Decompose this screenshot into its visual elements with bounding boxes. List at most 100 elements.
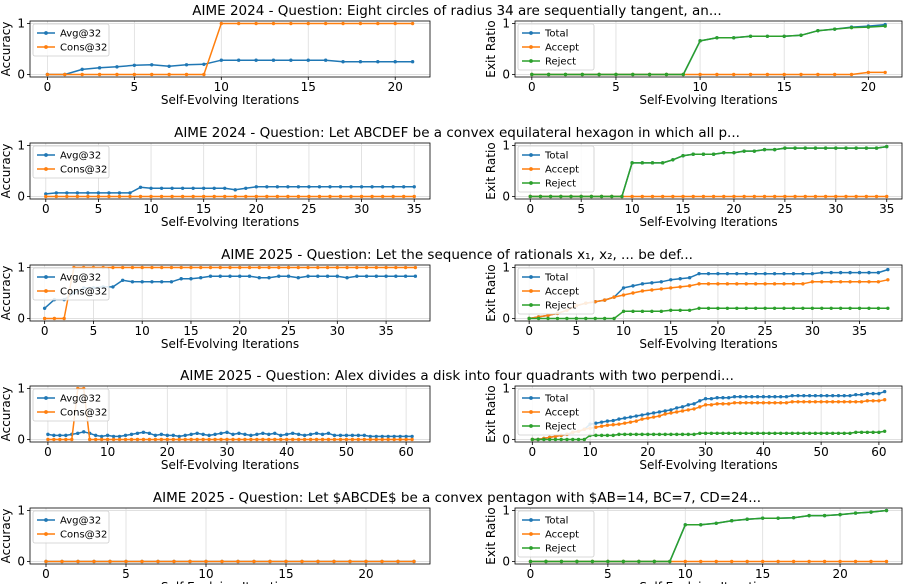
- y-axis-label: Accuracy: [0, 387, 13, 442]
- data-point: [869, 510, 873, 514]
- data-point: [559, 437, 563, 442]
- data-point: [730, 519, 734, 523]
- data-point: [784, 401, 789, 405]
- data-point: [307, 185, 311, 189]
- data-point: [709, 397, 714, 401]
- data-point: [338, 194, 343, 199]
- data-point: [877, 399, 881, 403]
- subplot-1-0: 0 5 10 15 20 25 30 35 0 1 Self-Evolving Iterations…: [0, 139, 431, 229]
- data-point: [651, 411, 656, 415]
- legend-box: [32, 388, 110, 422]
- data-point: [838, 512, 842, 517]
- data-point: [271, 58, 276, 62]
- row-title: AIME 2025 - Question: Alex divides a dis…: [180, 368, 734, 384]
- data-point: [410, 21, 415, 26]
- data-point: [640, 289, 645, 293]
- data-point: [687, 276, 692, 280]
- legend: Avg@32 Cons@32: [32, 388, 110, 422]
- data-point: [147, 437, 152, 442]
- data-point: [565, 316, 569, 321]
- data-point: [773, 431, 777, 436]
- data-point: [651, 432, 656, 437]
- data-point: [823, 194, 828, 199]
- data-point: [231, 437, 235, 442]
- data-point: [678, 308, 682, 313]
- data-point: [236, 21, 241, 26]
- legend-marker: [529, 546, 533, 550]
- data-point: [703, 431, 708, 436]
- data-point: [706, 306, 711, 310]
- x-tick-label: 0: [526, 202, 534, 216]
- data-point: [699, 523, 703, 527]
- x-tick-label: 10: [214, 80, 229, 94]
- data-point: [350, 433, 355, 438]
- data-point: [848, 431, 852, 436]
- data-point: [169, 265, 174, 270]
- data-point: [401, 185, 406, 189]
- data-point: [761, 394, 766, 399]
- data-point: [243, 432, 247, 437]
- data-point: [791, 271, 796, 276]
- data-point: [236, 559, 240, 564]
- data-point: [286, 265, 291, 270]
- y-tick-label: 0: [17, 432, 25, 446]
- data-point: [184, 72, 189, 77]
- data-point: [189, 277, 193, 281]
- data-point: [854, 400, 858, 404]
- data-point: [412, 185, 416, 189]
- data-point: [772, 271, 777, 276]
- data-point: [631, 72, 635, 77]
- x-tick-label: 25: [301, 202, 316, 216]
- data-point: [285, 432, 289, 437]
- data-point: [772, 194, 777, 199]
- legend-box: [517, 388, 595, 436]
- data-point: [44, 559, 48, 564]
- x-tick-label: 0: [41, 324, 49, 338]
- data-point: [218, 265, 222, 270]
- data-point: [711, 152, 716, 156]
- data-point: [254, 194, 259, 199]
- data-point: [790, 400, 794, 404]
- data-point: [813, 146, 818, 150]
- data-point: [374, 274, 379, 278]
- data-point: [546, 72, 551, 77]
- x-tick-label: 5: [612, 80, 620, 94]
- data-point: [810, 280, 815, 284]
- data-point: [838, 270, 843, 275]
- data-point: [302, 433, 307, 438]
- data-point: [93, 433, 98, 438]
- data-point: [171, 433, 175, 438]
- data-point: [864, 146, 869, 150]
- legend-box: [517, 23, 595, 71]
- data-point: [70, 437, 74, 442]
- data-point: [403, 274, 408, 278]
- x-axis-label: Self-Evolving Iterations: [639, 93, 777, 107]
- data-point: [838, 559, 842, 564]
- data-point: [576, 437, 581, 442]
- data-point: [555, 316, 560, 321]
- data-point: [762, 147, 767, 152]
- data-point: [876, 280, 881, 284]
- data-point: [767, 431, 771, 436]
- data-point: [823, 146, 828, 150]
- data-point: [623, 432, 627, 437]
- data-point: [659, 309, 664, 314]
- data-point: [213, 432, 217, 437]
- data-point: [857, 280, 862, 284]
- data-point: [249, 437, 253, 442]
- data-point: [202, 72, 206, 77]
- legend-label: Reject: [545, 179, 576, 190]
- legend-label: Cons@32: [60, 530, 107, 541]
- data-point: [715, 431, 719, 436]
- data-point: [289, 21, 293, 26]
- data-point: [323, 21, 328, 26]
- data-point: [332, 433, 337, 438]
- legend-marker: [44, 532, 48, 536]
- data-point: [559, 194, 563, 199]
- data-point: [124, 559, 128, 564]
- x-tick-label: 10: [135, 324, 150, 338]
- data-point: [99, 437, 104, 442]
- data-point: [594, 421, 598, 425]
- data-point: [755, 394, 760, 399]
- data-point: [732, 150, 736, 155]
